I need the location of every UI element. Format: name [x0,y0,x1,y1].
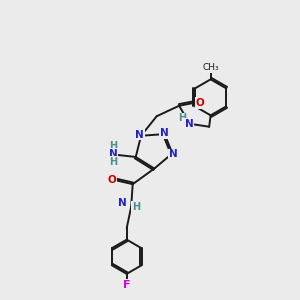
Text: N: N [169,149,178,160]
Text: H: H [109,142,117,152]
Text: N: N [109,149,117,159]
Text: H: H [109,157,117,167]
Text: N: N [160,128,169,138]
Text: CH₃: CH₃ [202,63,219,72]
Text: N: N [185,119,194,129]
Text: N: N [136,130,144,140]
Text: O: O [107,175,116,185]
Text: N: N [118,198,127,208]
Text: O: O [196,98,205,108]
Text: F: F [123,280,130,290]
Text: H: H [178,113,187,123]
Text: H: H [132,202,140,212]
